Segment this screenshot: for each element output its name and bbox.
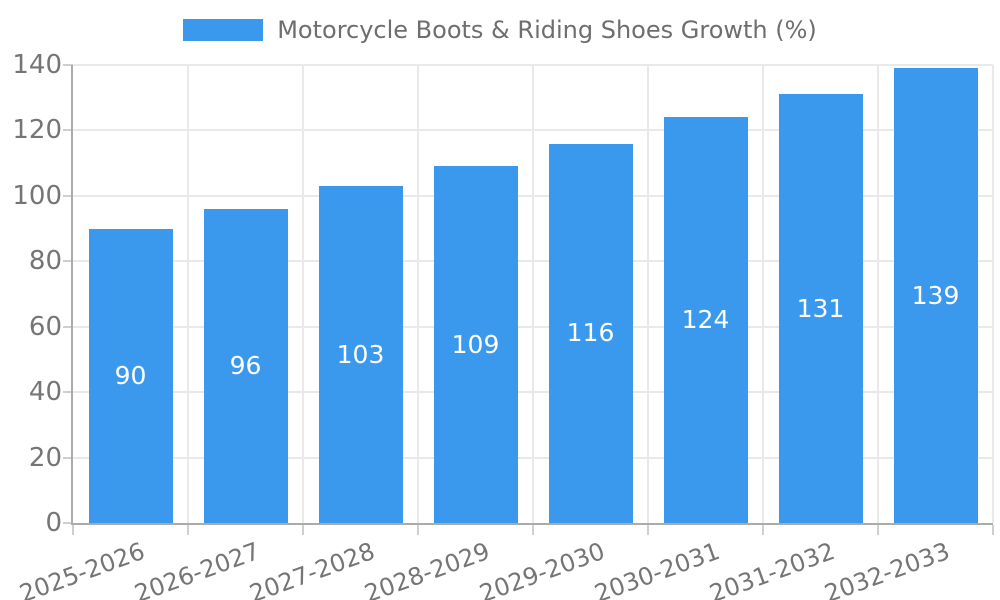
x-axis-tick-label: 2029-2030 xyxy=(475,537,609,600)
y-tick-120 xyxy=(63,129,73,132)
gridline-x-6 xyxy=(762,65,764,523)
x-tick-4 xyxy=(532,525,534,535)
x-axis-tick-label: 2032-2033 xyxy=(820,537,954,600)
bar-value-label-2025-2026: 90 xyxy=(114,360,147,390)
x-axis-line xyxy=(71,523,993,525)
bar-2031-2032[interactable] xyxy=(778,94,863,523)
x-tick-2 xyxy=(302,525,304,535)
y-tick-0 xyxy=(63,522,73,524)
bar-2025-2026[interactable] xyxy=(88,228,173,523)
y-tick-20 xyxy=(63,456,73,459)
bar-value-label-2031-2032: 131 xyxy=(796,293,845,323)
legend-label: Motorcycle Boots & Riding Shoes Growth (… xyxy=(277,16,817,44)
x-tick-7 xyxy=(877,525,879,535)
gridline-x-5 xyxy=(647,65,649,523)
x-axis-tick-label: 2031-2032 xyxy=(705,537,839,600)
y-axis-tick-label: 140 xyxy=(12,50,62,80)
gridline-x-2 xyxy=(302,65,304,523)
x-axis-tick-label: 2028-2029 xyxy=(360,537,494,600)
gridline-x-8 xyxy=(992,65,994,523)
x-tick-3 xyxy=(417,525,419,535)
x-tick-0 xyxy=(72,525,74,535)
x-tick-6 xyxy=(762,525,764,535)
y-tick-80 xyxy=(63,260,73,263)
bar-2026-2027[interactable] xyxy=(203,208,288,523)
bar-value-label-2026-2027: 96 xyxy=(229,350,262,380)
y-axis-line xyxy=(71,65,73,525)
y-axis-tick-label: 120 xyxy=(12,115,62,146)
y-axis-tick-label: 80 xyxy=(28,246,62,277)
y-axis-tick-label: 100 xyxy=(12,180,62,211)
y-axis-tick-label: 60 xyxy=(28,311,62,342)
x-axis-tick-label: 2027-2028 xyxy=(245,537,379,600)
bar-2027-2028[interactable] xyxy=(318,186,403,523)
chart-legend[interactable]: Motorcycle Boots & Riding Shoes Growth (… xyxy=(0,16,1000,44)
x-axis-tick-label: 2030-2031 xyxy=(590,537,724,600)
y-axis-tick-label: 0 xyxy=(45,508,62,538)
x-tick-5 xyxy=(647,525,649,535)
legend-swatch xyxy=(183,19,264,41)
y-tick-100 xyxy=(63,194,73,197)
y-tick-60 xyxy=(63,325,73,328)
gridline-x-7 xyxy=(877,65,879,523)
x-tick-8 xyxy=(992,525,994,535)
y-axis-tick-label: 40 xyxy=(28,377,62,408)
y-tick-140 xyxy=(63,64,73,66)
bar-value-label-2030-2031: 124 xyxy=(681,305,730,335)
gridline-x-4 xyxy=(532,65,534,523)
bar-value-label-2029-2030: 116 xyxy=(566,318,615,348)
x-axis-tick-label: 2026-2027 xyxy=(130,537,264,600)
gridline-x-3 xyxy=(417,65,419,523)
bar-2032-2033[interactable] xyxy=(893,68,978,523)
y-axis-tick-label: 20 xyxy=(28,442,62,473)
bar-value-label-2028-2029: 109 xyxy=(451,329,500,359)
bar-2029-2030[interactable] xyxy=(548,143,633,523)
bar-2028-2029[interactable] xyxy=(433,166,518,523)
x-tick-1 xyxy=(187,525,189,535)
bar-value-label-2032-2033: 139 xyxy=(911,280,960,310)
bar-2030-2031[interactable] xyxy=(663,117,748,523)
y-tick-40 xyxy=(63,391,73,394)
gridline-x-1 xyxy=(187,65,189,523)
bar-value-label-2027-2028: 103 xyxy=(336,339,385,369)
x-axis-tick-label: 2025-2026 xyxy=(15,537,149,600)
